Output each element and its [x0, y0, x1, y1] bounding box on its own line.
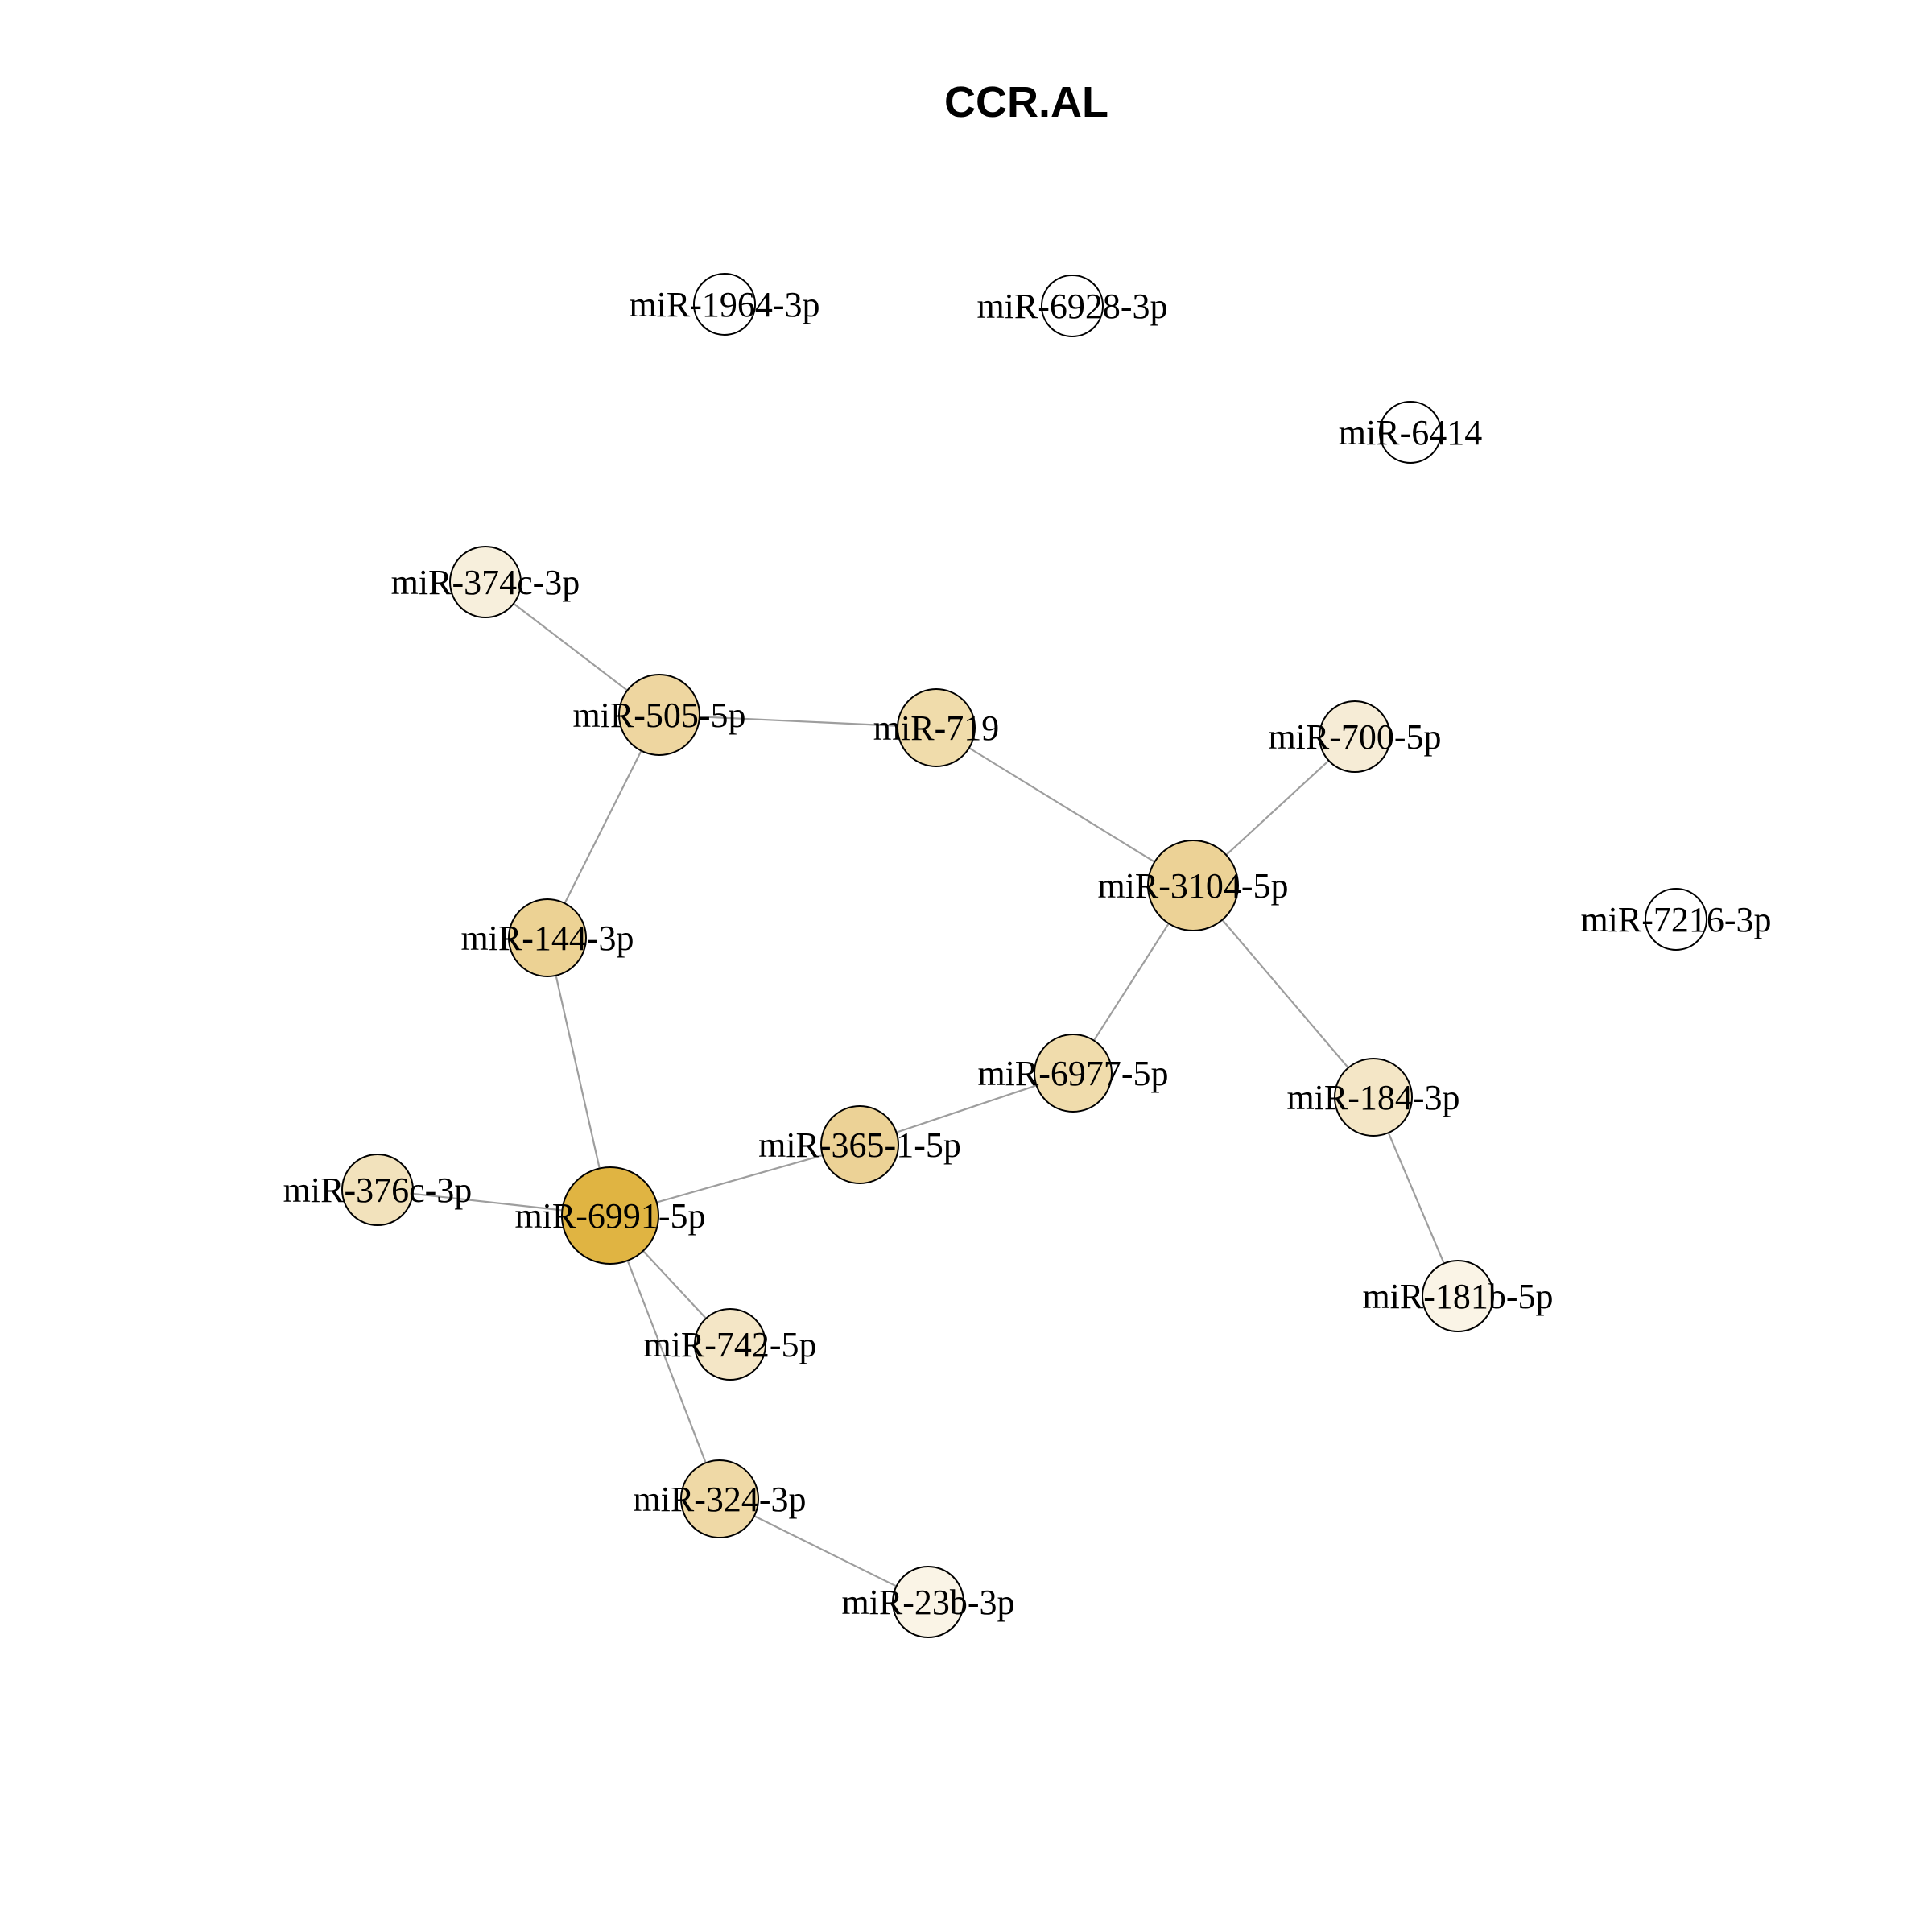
node-mir-742-5p: miR-742-5p: [643, 1308, 817, 1381]
node-circle: [341, 1154, 414, 1226]
node-label: miR-6414: [1339, 413, 1482, 452]
node-circle: [897, 688, 976, 767]
node-label: miR-144-3p: [460, 919, 634, 958]
edge-mir-3104-5p-to-mir-184-3p: [1192, 885, 1374, 1098]
node-circle: [618, 674, 700, 756]
node-label: miR-700-5p: [1268, 717, 1441, 757]
node-circle: [1147, 840, 1239, 931]
node-mir-7216-3p: miR-7216-3p: [1580, 888, 1772, 951]
node-circle: [1041, 275, 1104, 337]
node-circle: [820, 1105, 899, 1184]
node-label: miR-181b-5p: [1362, 1277, 1553, 1316]
node-circle: [561, 1166, 659, 1265]
node-label: miR-6991-5p: [514, 1196, 705, 1236]
nodes-layer: miR-1964-3p miR-6928-3p miR-6414 miR-374c-3…: [283, 273, 1772, 1638]
node-label: miR-184-3p: [1286, 1078, 1459, 1117]
node-label: miR-6977-5p: [977, 1054, 1168, 1093]
graph-title: CCR.AL: [944, 78, 1108, 126]
node-mir-184-3p: miR-184-3p: [1286, 1058, 1460, 1137]
node-circle: [1034, 1034, 1113, 1113]
node-label: miR-7216-3p: [1580, 900, 1771, 939]
node-label: miR-376c-3p: [283, 1170, 473, 1210]
edge-mir-6991-5p-to-mir-324-3p: [609, 1215, 721, 1500]
edge-mir-505-5p-to-mir-144-3p: [547, 714, 660, 939]
node-label: miR-719: [873, 708, 999, 748]
node-circle: [892, 1566, 964, 1638]
node-label: miR-3104-5p: [1097, 866, 1288, 906]
node-mir-324-3p: miR-324-3p: [633, 1459, 807, 1538]
node-mir-6414: miR-6414: [1339, 401, 1482, 464]
node-circle: [693, 273, 756, 336]
node-circle: [508, 898, 587, 977]
node-circle: [694, 1308, 766, 1381]
node-mir-700-5p: miR-700-5p: [1268, 700, 1442, 773]
node-mir-376c-3p: miR-376c-3p: [283, 1154, 473, 1226]
node-circle: [1319, 700, 1391, 773]
node-label: miR-365-1-5p: [758, 1125, 961, 1165]
node-label: miR-1964-3p: [629, 285, 819, 324]
node-mir-144-3p: miR-144-3p: [460, 898, 634, 977]
node-label: miR-23b-3p: [841, 1583, 1014, 1622]
edge-mir-505-5p-to-mir-719: [658, 713, 937, 729]
node-mir-6977-5p: miR-6977-5p: [977, 1034, 1169, 1113]
node-circle: [1422, 1260, 1494, 1332]
node-mir-505-5p: miR-505-5p: [572, 674, 746, 756]
node-mir-181b-5p: miR-181b-5p: [1362, 1260, 1554, 1332]
node-circle: [449, 546, 522, 618]
node-mir-23b-3p: miR-23b-3p: [841, 1566, 1015, 1638]
node-label: miR-742-5p: [643, 1325, 816, 1364]
node-circle: [680, 1459, 759, 1538]
node-mir-1964-3p: miR-1964-3p: [629, 273, 820, 336]
node-mir-6991-5p: miR-6991-5p: [514, 1166, 706, 1265]
node-mir-365-1-5p: miR-365-1-5p: [758, 1105, 961, 1184]
node-label: miR-505-5p: [572, 696, 745, 735]
node-circle: [1645, 888, 1707, 951]
node-mir-3104-5p: miR-3104-5p: [1097, 840, 1289, 931]
node-label: miR-6928-3p: [976, 287, 1167, 326]
node-label: miR-374c-3p: [391, 563, 580, 602]
node-circle: [1379, 401, 1442, 464]
node-circle: [1334, 1058, 1413, 1137]
node-mir-719: miR-719: [873, 688, 999, 767]
node-mir-6928-3p: miR-6928-3p: [976, 275, 1168, 337]
node-label: miR-324-3p: [633, 1480, 806, 1519]
edge-mir-719-to-mir-3104-5p: [935, 727, 1194, 886]
node-mir-374c-3p: miR-374c-3p: [391, 546, 580, 618]
